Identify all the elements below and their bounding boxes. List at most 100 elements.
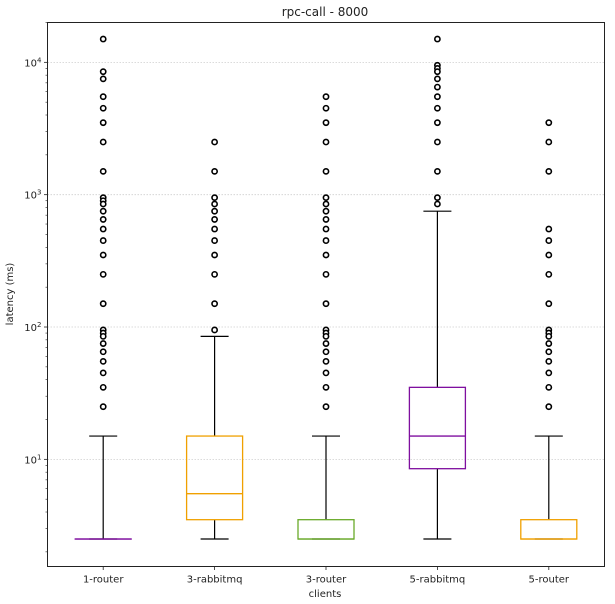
- x-axis: 1-router 3-rabbitmq 3-router 5-rabbitmq 5-ro…: [83, 566, 570, 586]
- outlier-point: [322, 332, 330, 340]
- outlier-point: [322, 357, 330, 365]
- outlier-point: [545, 119, 553, 127]
- outlier-point: [545, 332, 553, 340]
- outlier-point: [99, 332, 107, 340]
- outlier-point: [322, 104, 330, 112]
- outlier-point: [322, 383, 330, 391]
- outlier-point: [433, 104, 441, 112]
- chart-title: rpc-call - 8000: [282, 5, 369, 19]
- y-tick-label: 103: [24, 189, 41, 202]
- outlier-point: [99, 237, 107, 244]
- outlier-point: [545, 340, 553, 347]
- outlier-point: [322, 138, 330, 146]
- outlier-point: [322, 225, 330, 233]
- outlier-point: [322, 340, 330, 347]
- outlier-point: [211, 138, 218, 146]
- outlier-point: [322, 119, 330, 127]
- boxes: [74, 35, 578, 540]
- outlier-point: [545, 403, 553, 411]
- outlier-point: [99, 138, 107, 146]
- outlier-point: [545, 357, 553, 365]
- x-tick-label: 5-rabbitmq: [410, 575, 466, 586]
- outlier-point: [211, 300, 218, 308]
- outlier-point: [99, 119, 107, 127]
- outlier-point: [211, 251, 218, 259]
- y-axis: 101 102 103 104: [24, 22, 48, 553]
- outlier-point: [211, 326, 218, 334]
- outlier-point: [433, 119, 441, 127]
- outlier-point: [99, 270, 107, 278]
- outlier-point: [545, 300, 553, 308]
- outlier-point: [545, 383, 553, 391]
- outlier-point: [322, 200, 330, 208]
- outlier-point: [211, 207, 218, 215]
- outlier-point: [99, 207, 107, 215]
- x-tick-label: 1-router: [83, 575, 124, 586]
- outlier-point: [99, 200, 107, 208]
- outlier-point: [322, 93, 330, 101]
- outlier-point: [545, 251, 553, 259]
- outlier-point: [99, 225, 107, 233]
- outlier-point: [211, 167, 218, 175]
- outlier-point: [545, 167, 553, 175]
- outlier-point: [99, 35, 107, 43]
- iqr-box: [185, 435, 244, 521]
- outlier-point: [211, 194, 218, 202]
- outlier-point: [433, 68, 441, 76]
- outlier-point: [433, 194, 441, 202]
- box-1-router: [74, 35, 132, 540]
- outlier-point: [322, 369, 330, 377]
- outlier-point: [211, 225, 218, 233]
- box-3-router: [297, 93, 355, 540]
- outlier-point: [99, 216, 107, 223]
- iqr-box: [520, 519, 578, 540]
- outlier-point: [99, 93, 107, 101]
- outlier-point: [322, 348, 330, 356]
- box-5-rabbitmq: [408, 35, 467, 540]
- outlier-point: [322, 207, 330, 215]
- outlier-point: [545, 270, 553, 278]
- plot-frame: [47, 22, 605, 567]
- outlier-point: [99, 348, 107, 356]
- outlier-point: [545, 369, 553, 377]
- outlier-point: [211, 270, 218, 278]
- outlier-point: [99, 369, 107, 377]
- outlier-point: [99, 300, 107, 308]
- y-tick-label: 102: [24, 321, 41, 334]
- outlier-point: [322, 300, 330, 308]
- outlier-point: [99, 75, 107, 83]
- outlier-point: [433, 138, 441, 146]
- x-tick-label: 3-router: [306, 575, 347, 586]
- outlier-point: [322, 216, 330, 223]
- outlier-point: [545, 237, 553, 244]
- outlier-point: [433, 75, 441, 83]
- outlier-point: [211, 216, 218, 223]
- outlier-point: [545, 348, 553, 356]
- box-5-router: [520, 119, 578, 540]
- outlier-point: [99, 251, 107, 259]
- outlier-point: [322, 194, 330, 202]
- y-tick-label: 101: [24, 453, 41, 466]
- outlier-point: [322, 403, 330, 411]
- box-3-rabbitmq: [185, 138, 244, 540]
- outlier-point: [322, 237, 330, 244]
- outlier-point: [211, 237, 218, 244]
- y-axis-label: latency (ms): [5, 263, 16, 326]
- outlier-point: [99, 104, 107, 112]
- outlier-point: [433, 35, 441, 43]
- outlier-point: [99, 167, 107, 175]
- x-tick-label: 3-rabbitmq: [187, 575, 243, 586]
- x-tick-label: 5-router: [529, 575, 570, 586]
- outlier-point: [99, 340, 107, 347]
- outlier-point: [545, 138, 553, 146]
- y-tick-label: 104: [24, 56, 42, 69]
- outlier-point: [99, 383, 107, 391]
- iqr-box: [297, 519, 355, 540]
- outlier-point: [545, 225, 553, 233]
- outlier-point: [433, 93, 441, 101]
- outlier-point: [211, 200, 218, 208]
- outlier-point: [433, 167, 441, 175]
- outlier-point: [433, 200, 441, 208]
- outlier-point: [322, 251, 330, 259]
